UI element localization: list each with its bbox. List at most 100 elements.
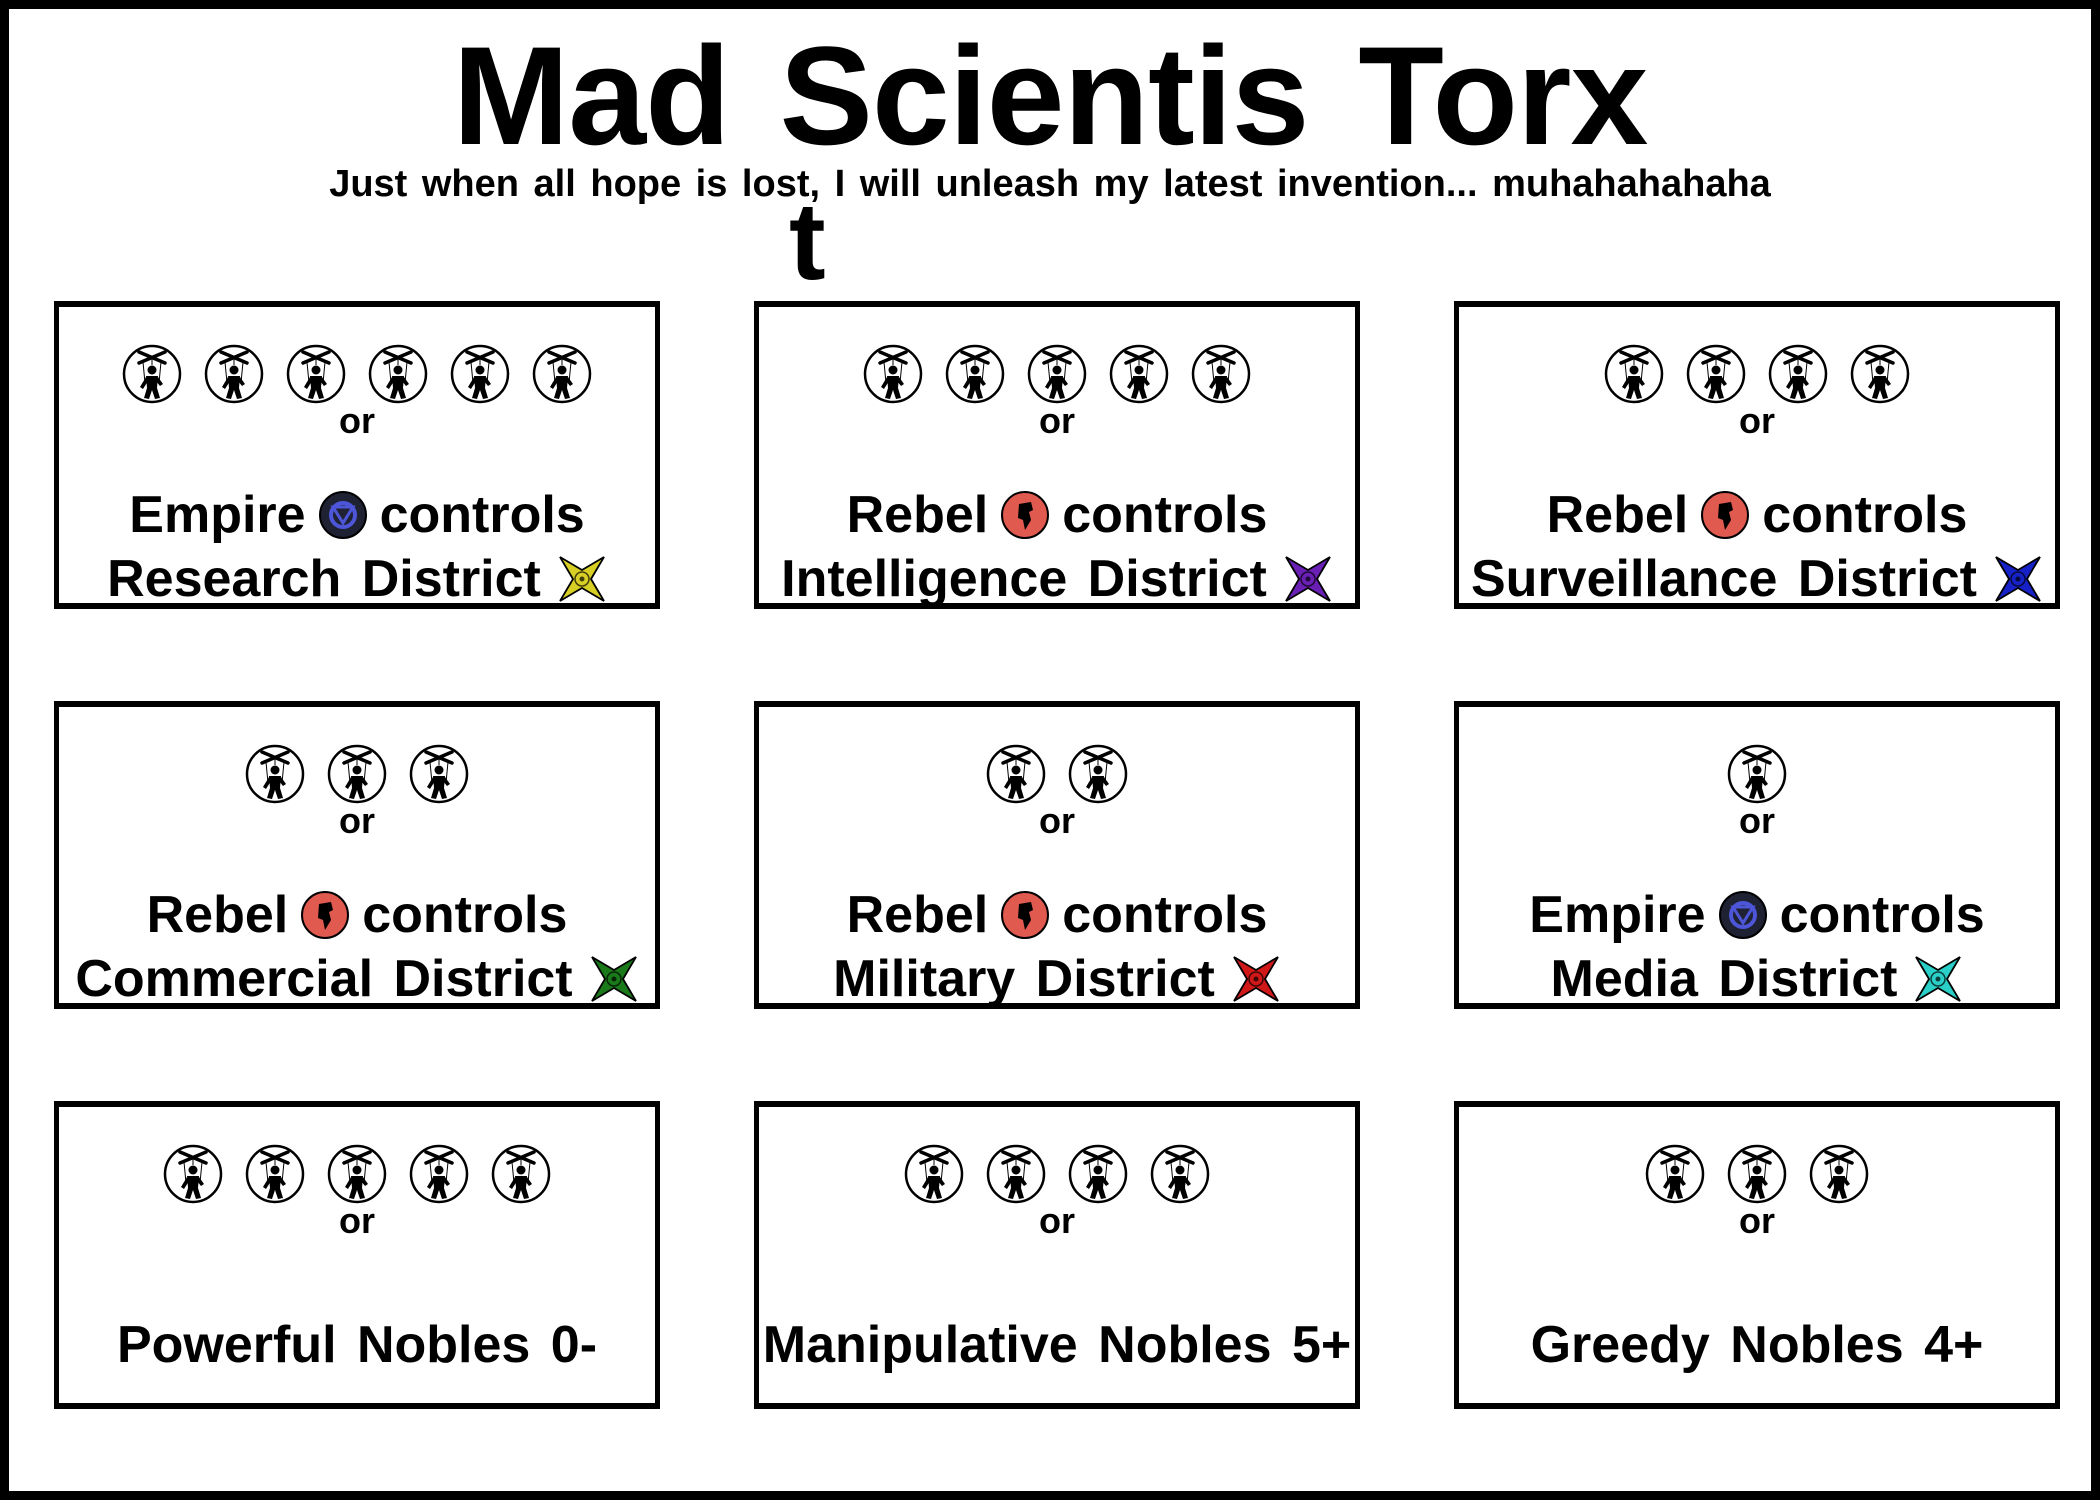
district-star-icon xyxy=(1915,956,1962,1002)
puppet-marionette-icon xyxy=(1604,344,1664,404)
sheet-subtitle: Just when all hope is lost, I will unlea… xyxy=(329,163,1771,205)
puppet-marionette-icon xyxy=(204,344,264,404)
district-star-icon xyxy=(559,556,605,602)
card-top-border xyxy=(54,701,660,707)
objective-card: or Manipulative Nobles 5+ xyxy=(754,1101,1360,1409)
objective-card: or Greedy Nobles 4+ xyxy=(1454,1101,2060,1409)
faction-name: Rebel xyxy=(846,886,989,944)
card-top-border xyxy=(1454,1101,2060,1107)
card-top-border xyxy=(754,1101,1360,1107)
or-label: or xyxy=(1039,800,1075,841)
token-row xyxy=(759,343,1355,405)
puppet-marionette-icon xyxy=(986,1144,1046,1204)
control-condition: Rebel controls Surveillance District xyxy=(1459,483,2055,611)
puppet-marionette-icon xyxy=(1068,1144,1128,1204)
faction-name: Rebel xyxy=(846,486,989,544)
puppet-marionette-icon xyxy=(1850,344,1910,404)
faction-name: Empire xyxy=(1529,886,1706,944)
district-name: Research District xyxy=(107,550,541,608)
card-bottom-border xyxy=(54,1003,660,1009)
nobles-condition: Manipulative Nobles 5+ xyxy=(762,1316,1352,1374)
faction-line: Rebel controls xyxy=(759,883,1355,947)
faction-line: Rebel controls xyxy=(1459,483,2055,547)
or-label: or xyxy=(1739,1200,1775,1241)
token-row xyxy=(759,743,1355,805)
puppet-marionette-icon xyxy=(1068,744,1128,804)
card-bottom-border xyxy=(754,603,1360,609)
nobles-condition: Powerful Nobles 0- xyxy=(116,1316,598,1374)
controls-label: controls xyxy=(1762,486,1968,544)
puppet-marionette-icon xyxy=(1027,344,1087,404)
puppet-marionette-icon xyxy=(1191,344,1251,404)
control-condition: Rebel controls Intelligence District xyxy=(759,483,1355,611)
or-label: or xyxy=(1039,1200,1075,1241)
card-bottom-border xyxy=(754,1403,1360,1409)
puppet-marionette-icon xyxy=(1645,1144,1705,1204)
card-top-border xyxy=(1454,301,2060,307)
token-row xyxy=(59,743,655,805)
empire-eye-icon xyxy=(318,491,367,539)
token-row xyxy=(1459,743,2055,805)
controls-label: controls xyxy=(1062,486,1268,544)
token-row xyxy=(59,1143,655,1205)
control-condition: Rebel controls Military District xyxy=(759,883,1355,1011)
nobles-condition: Greedy Nobles 4+ xyxy=(1530,1316,1984,1374)
sheet-title: Mad Scientis Torx xyxy=(452,17,1649,174)
objective-card: or Powerful Nobles 0- xyxy=(54,1101,660,1409)
puppet-marionette-icon xyxy=(286,344,346,404)
puppet-marionette-icon xyxy=(1727,1144,1787,1204)
puppet-marionette-icon xyxy=(491,1144,551,1204)
faction-line: Empire controls xyxy=(59,483,655,547)
district-star-icon xyxy=(1995,556,2041,602)
control-condition: Rebel controls Commercial District xyxy=(59,883,655,1011)
puppet-marionette-icon xyxy=(1150,1144,1210,1204)
faction-line: Rebel controls xyxy=(59,883,655,947)
rebel-fist-icon xyxy=(1701,491,1750,539)
empire-eye-icon xyxy=(1718,891,1767,939)
card-top-border xyxy=(54,301,660,307)
district-star-icon xyxy=(1285,556,1331,602)
district-name: Intelligence District xyxy=(781,550,1267,608)
faction-line: Rebel controls xyxy=(759,483,1355,547)
puppet-marionette-icon xyxy=(1727,744,1787,804)
controls-label: controls xyxy=(1779,886,1985,944)
control-condition: Empire controls Research District xyxy=(59,483,655,611)
or-label: or xyxy=(1039,400,1075,441)
or-label: or xyxy=(1739,800,1775,841)
district-name: Commercial District xyxy=(75,950,573,1008)
district-line: Media District xyxy=(1459,947,2055,1011)
objective-card: or Empire controls Research District xyxy=(54,301,660,609)
or-label: or xyxy=(1739,400,1775,441)
card-bottom-border xyxy=(1454,1403,2060,1409)
or-label: or xyxy=(339,800,375,841)
faction-line: Empire controls xyxy=(1459,883,2055,947)
rebel-fist-icon xyxy=(1001,891,1050,939)
faction-name: Rebel xyxy=(146,886,289,944)
faction-name: Empire xyxy=(129,486,306,544)
puppet-marionette-icon xyxy=(122,344,182,404)
puppet-marionette-icon xyxy=(986,744,1046,804)
district-line: Surveillance District xyxy=(1459,547,2055,611)
objective-card: or Rebel controls Intelligence District xyxy=(754,301,1360,609)
token-row xyxy=(1459,343,2055,405)
district-name: Military District xyxy=(833,950,1215,1008)
objective-card: or Empire controls Media District xyxy=(1454,701,2060,1009)
token-row xyxy=(759,1143,1355,1205)
puppet-marionette-icon xyxy=(1809,1144,1869,1204)
district-star-icon xyxy=(590,956,637,1002)
puppet-marionette-icon xyxy=(327,1144,387,1204)
controls-label: controls xyxy=(362,886,568,944)
puppet-marionette-icon xyxy=(327,744,387,804)
puppet-marionette-icon xyxy=(1109,344,1169,404)
puppet-marionette-icon xyxy=(245,1144,305,1204)
puppet-marionette-icon xyxy=(368,344,428,404)
district-line: Commercial District xyxy=(59,947,655,1011)
rebel-fist-icon xyxy=(301,891,350,939)
or-label: or xyxy=(339,1200,375,1241)
puppet-marionette-icon xyxy=(409,744,469,804)
card-bottom-border xyxy=(754,1003,1360,1009)
puppet-marionette-icon xyxy=(409,1144,469,1204)
objective-card: or Rebel controls Commercial District xyxy=(54,701,660,1009)
district-line: Intelligence District xyxy=(759,547,1355,611)
